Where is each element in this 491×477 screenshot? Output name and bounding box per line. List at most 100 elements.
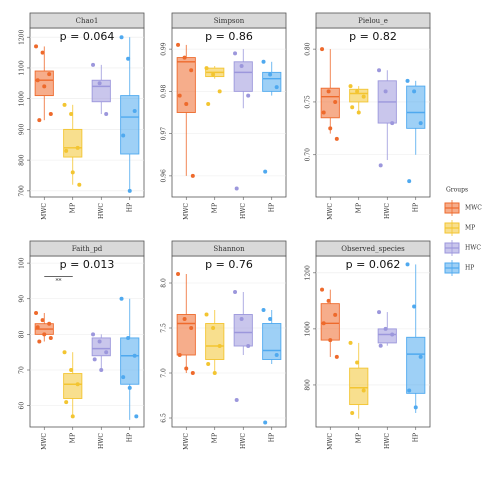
point (348, 84, 353, 89)
legend-label: MWC (465, 205, 482, 212)
strip (29, 12, 145, 29)
point (204, 312, 209, 317)
y-tick-label: 900 (19, 123, 26, 135)
point (134, 414, 139, 419)
point (34, 311, 39, 315)
point (35, 325, 40, 330)
point (412, 89, 417, 94)
point (350, 105, 355, 110)
point (333, 312, 338, 317)
box (377, 328, 397, 344)
y-tick-label: 0.70 (305, 148, 312, 162)
point (64, 400, 69, 405)
point (47, 72, 52, 77)
point (91, 62, 96, 67)
point (217, 344, 222, 348)
point (383, 89, 388, 94)
y-tick-label: 80 (19, 330, 26, 338)
point (176, 272, 181, 276)
point (328, 338, 333, 343)
y-tick-label: 0.97 (161, 127, 168, 141)
point (320, 287, 325, 292)
point (132, 108, 137, 113)
point (246, 344, 251, 348)
p-value: p = 0.82 (349, 30, 397, 43)
x-tick-label: HP (268, 433, 275, 442)
point (263, 420, 268, 425)
significance-label: ** (56, 278, 62, 285)
x-tick-label: HP (412, 433, 419, 442)
box (176, 314, 196, 356)
strip (29, 240, 145, 257)
legend-title: Groups (446, 187, 468, 194)
point (70, 170, 75, 175)
point (182, 317, 187, 321)
point (190, 371, 195, 375)
point (127, 385, 132, 390)
x-tick-label: HWC (98, 203, 105, 219)
y-tick-label: 0.80 (305, 42, 312, 56)
x-tick-label: MP (355, 203, 362, 213)
point (212, 371, 217, 375)
x-tick-label: MWC (41, 433, 48, 450)
point (126, 56, 131, 61)
x-tick-label: MWC (183, 433, 190, 450)
point (204, 66, 209, 71)
box (233, 61, 253, 92)
panel-title: Pielou_e (358, 17, 388, 25)
point (233, 290, 238, 294)
point (413, 405, 418, 410)
point (378, 343, 383, 348)
point (211, 326, 216, 330)
y-tick-label: 0.75 (305, 95, 312, 109)
x-tick-label: HWC (384, 433, 391, 449)
p-value: p = 0.062 (346, 258, 401, 271)
y-tick-label: 90 (19, 295, 26, 303)
y-tick-label: 7.5 (161, 323, 168, 333)
p-value: p = 0.86 (205, 30, 253, 43)
point (132, 353, 137, 358)
p-value: p = 0.013 (60, 258, 115, 271)
point (97, 81, 102, 86)
point (40, 50, 45, 55)
box (406, 85, 426, 129)
point (189, 68, 194, 73)
x-tick-label: HP (412, 203, 419, 212)
point (92, 357, 97, 362)
point (206, 102, 211, 107)
point (378, 163, 383, 168)
point (75, 145, 80, 150)
point (64, 148, 69, 153)
point (418, 354, 423, 359)
point (42, 84, 47, 89)
legend-label: HP (465, 265, 474, 272)
point (97, 339, 102, 344)
point (37, 339, 42, 344)
x-tick-label: MWC (327, 203, 334, 220)
x-tick-label: MP (211, 433, 218, 443)
strip (315, 240, 431, 257)
point (177, 93, 182, 98)
point (407, 388, 412, 393)
y-tick-label: 8.0 (161, 278, 168, 288)
point (91, 332, 96, 337)
point (261, 308, 266, 312)
point (234, 186, 239, 191)
x-tick-label: MWC (183, 203, 190, 220)
point (75, 382, 80, 387)
point (377, 68, 382, 73)
point (37, 118, 42, 123)
point (190, 173, 195, 178)
point (274, 353, 279, 357)
point (239, 317, 244, 321)
box (320, 87, 340, 119)
point (104, 112, 109, 117)
point (383, 326, 388, 331)
point (361, 388, 366, 393)
point (121, 133, 126, 138)
point (184, 366, 189, 371)
box (120, 95, 140, 155)
point (69, 112, 74, 117)
y-tick-label: 0.98 (161, 85, 168, 99)
